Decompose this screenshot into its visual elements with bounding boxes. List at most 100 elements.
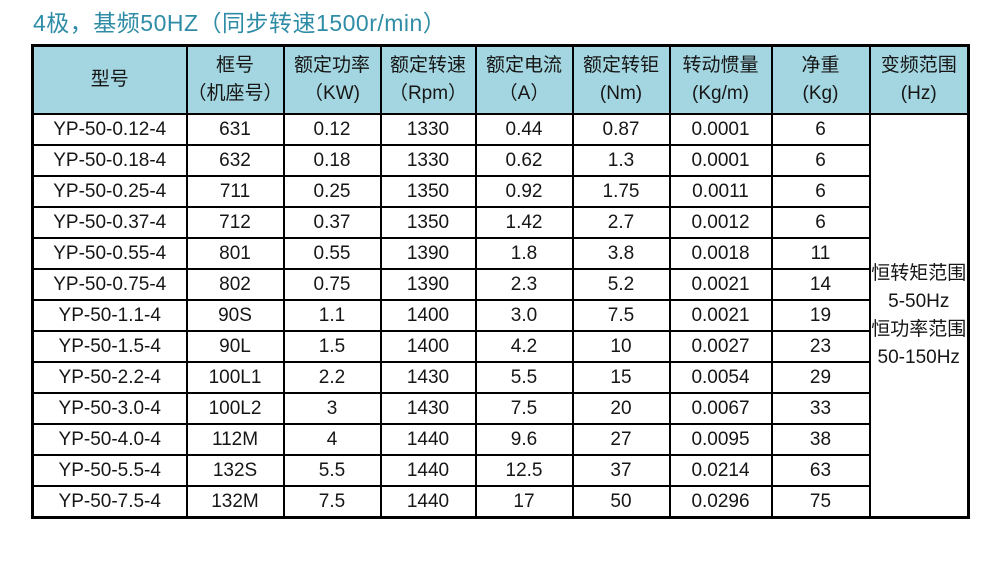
cell-current: 1.8 [474, 237, 574, 270]
cell-frame: 801 [185, 237, 285, 270]
cell-speed: 1350 [379, 206, 477, 239]
cell-power: 5.5 [282, 454, 382, 487]
cell-current: 0.44 [474, 113, 574, 146]
cell-frame: 90L [185, 330, 285, 363]
cell-weight: 14 [770, 268, 871, 301]
cell-frame: 802 [185, 268, 285, 301]
cell-weight: 38 [770, 423, 871, 456]
cell-power: 0.55 [282, 237, 382, 270]
cell-weight: 29 [770, 361, 871, 394]
header-label: 额定转速 [389, 55, 466, 76]
col-header-freq-range: 变频范围 (Hz) [868, 44, 970, 115]
table-row: YP-50-1.5-4 90L 1.5 1400 4.2 10 0.0027 2… [31, 330, 969, 363]
table-row: YP-50-7.5-4 132M 7.5 1440 17 50 0.0296 7… [31, 485, 969, 519]
cell-inertia: 0.0001 [668, 144, 773, 177]
header-row: 型号 框号 （机座号） 额定功率 （KW) 额定转速 （Rpm） 额定电流 （A） 额定… [31, 44, 970, 115]
cell-torque: 0.87 [571, 113, 671, 146]
cell-inertia: 0.0021 [668, 299, 773, 332]
cell-current: 0.62 [474, 144, 574, 177]
cell-frame: 132S [185, 454, 285, 487]
cell-torque: 2.7 [571, 206, 671, 239]
table-row: YP-50-0.37-4 712 0.37 1350 1.42 2.7 0.00… [31, 206, 969, 239]
cell-weight: 75 [770, 485, 871, 519]
col-header-model: 型号 [31, 44, 188, 115]
cell-model: YP-50-2.2-4 [31, 361, 188, 394]
freq-range-line: 50-150Hz [877, 346, 960, 368]
cell-power: 2.2 [282, 361, 382, 394]
cell-model: YP-50-7.5-4 [31, 485, 188, 519]
col-header-power: 额定功率 （KW) [282, 44, 382, 115]
cell-inertia: 0.0027 [668, 330, 773, 363]
cell-model: YP-50-1.1-4 [31, 299, 188, 332]
header-label: 额定功率 [293, 55, 370, 76]
col-header-frame: 框号 （机座号） [185, 44, 285, 115]
table-row: YP-50-0.75-4 802 0.75 1390 2.3 5.2 0.002… [31, 268, 969, 301]
cell-torque: 50 [571, 485, 671, 519]
cell-model: YP-50-0.37-4 [31, 206, 188, 239]
table-row: YP-50-5.5-4 132S 5.5 1440 12.5 37 0.0214… [31, 454, 969, 487]
col-header-current: 额定电流 （A） [474, 44, 574, 115]
cell-power: 4 [282, 423, 382, 456]
cell-speed: 1400 [379, 330, 477, 363]
cell-current: 4.2 [474, 330, 574, 363]
header-unit: (Kg) [802, 83, 839, 104]
cell-model: YP-50-3.0-4 [31, 392, 188, 425]
cell-frame: 631 [185, 113, 285, 146]
header-label: 净重 [801, 55, 840, 76]
cell-current: 1.42 [474, 206, 574, 239]
cell-speed: 1440 [379, 485, 477, 519]
cell-frame: 100L2 [185, 392, 285, 425]
cell-frame: 632 [185, 144, 285, 177]
cell-power: 0.75 [282, 268, 382, 301]
cell-frame: 132M [185, 485, 285, 519]
cell-power: 0.18 [282, 144, 382, 177]
cell-torque: 37 [571, 454, 671, 487]
cell-frame: 100L1 [185, 361, 285, 394]
cell-model: YP-50-5.5-4 [31, 454, 188, 487]
header-label: 额定电流 [485, 55, 562, 76]
cell-torque: 15 [571, 361, 671, 394]
cell-torque: 3.8 [571, 237, 671, 270]
table-row: YP-50-3.0-4 100L2 3 1430 7.5 20 0.0067 3… [31, 392, 969, 425]
cell-frame: 711 [185, 175, 285, 208]
table-row: YP-50-4.0-4 112M 4 1440 9.6 27 0.0095 38 [31, 423, 969, 456]
cell-weight: 23 [770, 330, 871, 363]
header-unit: （A） [498, 83, 550, 104]
cell-current: 9.6 [474, 423, 574, 456]
cell-speed: 1390 [379, 237, 477, 270]
cell-model: YP-50-0.18-4 [31, 144, 188, 177]
header-label: 变频范围 [880, 55, 957, 76]
cell-inertia: 0.0001 [668, 113, 773, 146]
col-header-speed: 额定转速 （Rpm） [379, 44, 477, 115]
cell-inertia: 0.0018 [668, 237, 773, 270]
cell-power: 0.12 [282, 113, 382, 146]
motor-spec-table: 型号 框号 （机座号） 额定功率 （KW) 额定转速 （Rpm） 额定电流 （A） 额定… [31, 44, 970, 519]
header-unit: (Nm) [599, 83, 643, 104]
cell-current: 0.92 [474, 175, 574, 208]
cell-torque: 7.5 [571, 299, 671, 332]
cell-weight: 63 [770, 454, 871, 487]
header-unit: (Kg/m) [692, 83, 749, 104]
table-row: YP-50-2.2-4 100L1 2.2 1430 5.5 15 0.0054… [31, 361, 969, 394]
page-title: 4极，基频50HZ（同步转速1500r/min） [33, 10, 447, 36]
cell-weight: 6 [770, 175, 871, 208]
cell-speed: 1440 [379, 423, 477, 456]
freq-range-line: 恒功率范围 [871, 318, 967, 340]
cell-speed: 1440 [379, 454, 477, 487]
col-header-inertia: 转动惯量 (Kg/m) [668, 44, 773, 115]
cell-current: 5.5 [474, 361, 574, 394]
cell-torque: 10 [571, 330, 671, 363]
cell-torque: 27 [571, 423, 671, 456]
cell-torque: 1.3 [571, 144, 671, 177]
cell-weight: 6 [770, 113, 871, 146]
cell-speed: 1330 [379, 144, 477, 177]
cell-frame: 712 [185, 206, 285, 239]
cell-power: 3 [282, 392, 382, 425]
cell-current: 12.5 [474, 454, 574, 487]
cell-model: YP-50-1.5-4 [31, 330, 188, 363]
cell-power: 0.37 [282, 206, 382, 239]
table-row: YP-50-1.1-4 90S 1.1 1400 3.0 7.5 0.0021 … [31, 299, 969, 332]
header-unit: （Rpm） [388, 83, 468, 104]
cell-power: 7.5 [282, 485, 382, 519]
